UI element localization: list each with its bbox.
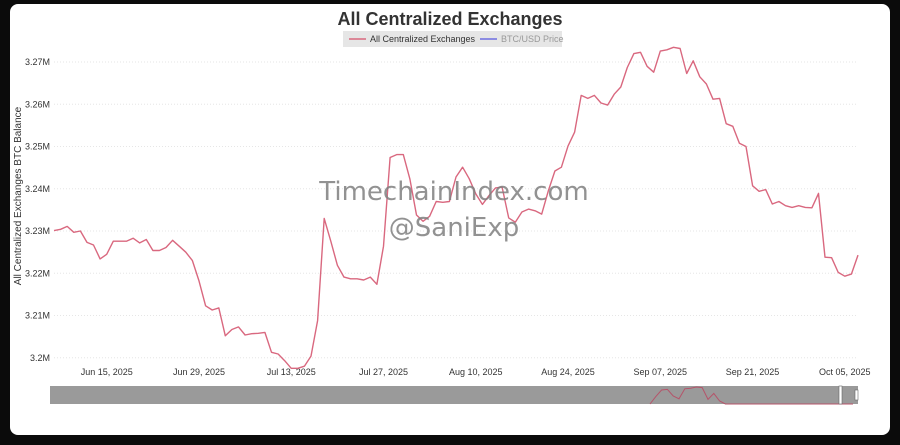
y-tick-label: 3.26M xyxy=(25,99,50,109)
y-tick-label: 3.23M xyxy=(25,226,50,236)
y-tick-label: 3.2M xyxy=(30,353,50,363)
navigator-handle-right[interactable] xyxy=(854,389,859,401)
x-tick-label: Sep 21, 2025 xyxy=(726,367,780,377)
legend-box xyxy=(343,31,562,47)
legend: All Centralized Exchanges BTC/USD Price xyxy=(343,31,564,47)
chart-title: All Centralized Exchanges xyxy=(337,9,562,29)
legend-item-exchanges[interactable]: All Centralized Exchanges xyxy=(370,34,476,44)
grid-lines xyxy=(54,61,858,359)
y-tick-label: 3.25M xyxy=(25,142,50,152)
y-tick-label: 3.22M xyxy=(25,268,50,278)
x-tick-label: Jul 27, 2025 xyxy=(359,367,408,377)
y-tick-label: 3.21M xyxy=(25,311,50,321)
watermark: TimechainIndex.com @SaniExp xyxy=(318,177,588,243)
y-axis-label: All Centralized Exchanges BTC Balance xyxy=(13,106,24,285)
y-tick-label: 3.27M xyxy=(25,57,50,67)
x-tick-label: Jun 29, 2025 xyxy=(173,367,225,377)
legend-item-btc-price[interactable]: BTC/USD Price xyxy=(501,34,564,44)
range-navigator[interactable] xyxy=(50,385,859,405)
series-line-all-centralized-exchanges xyxy=(53,46,859,369)
x-tick-label: Aug 24, 2025 xyxy=(541,367,595,377)
watermark-line-2: @SaniExp xyxy=(389,213,519,243)
line-chart: All Centralized Exchanges All Centralize… xyxy=(13,9,871,405)
navigator-series-line xyxy=(649,386,853,405)
navigator-handle-left[interactable] xyxy=(838,385,843,405)
x-tick-label: Sep 07, 2025 xyxy=(634,367,688,377)
y-tick-label: 3.24M xyxy=(25,184,50,194)
x-tick-label: Oct 05, 2025 xyxy=(819,367,871,377)
chart-panel: All Centralized Exchanges All Centralize… xyxy=(10,4,890,435)
x-axis-ticks: Jun 15, 2025 Jun 29, 2025 Jul 13, 2025 Jul … xyxy=(81,367,871,377)
x-tick-label: Jul 13, 2025 xyxy=(267,367,316,377)
navigator-track[interactable] xyxy=(50,386,858,404)
x-tick-label: Jun 15, 2025 xyxy=(81,367,133,377)
watermark-line-1: TimechainIndex.com xyxy=(318,177,588,207)
y-axis-ticks: 3.2M 3.21M 3.22M 3.23M 3.24M 3.25M 3.26M 3.27M xyxy=(25,57,50,363)
x-tick-label: Aug 10, 2025 xyxy=(449,367,503,377)
